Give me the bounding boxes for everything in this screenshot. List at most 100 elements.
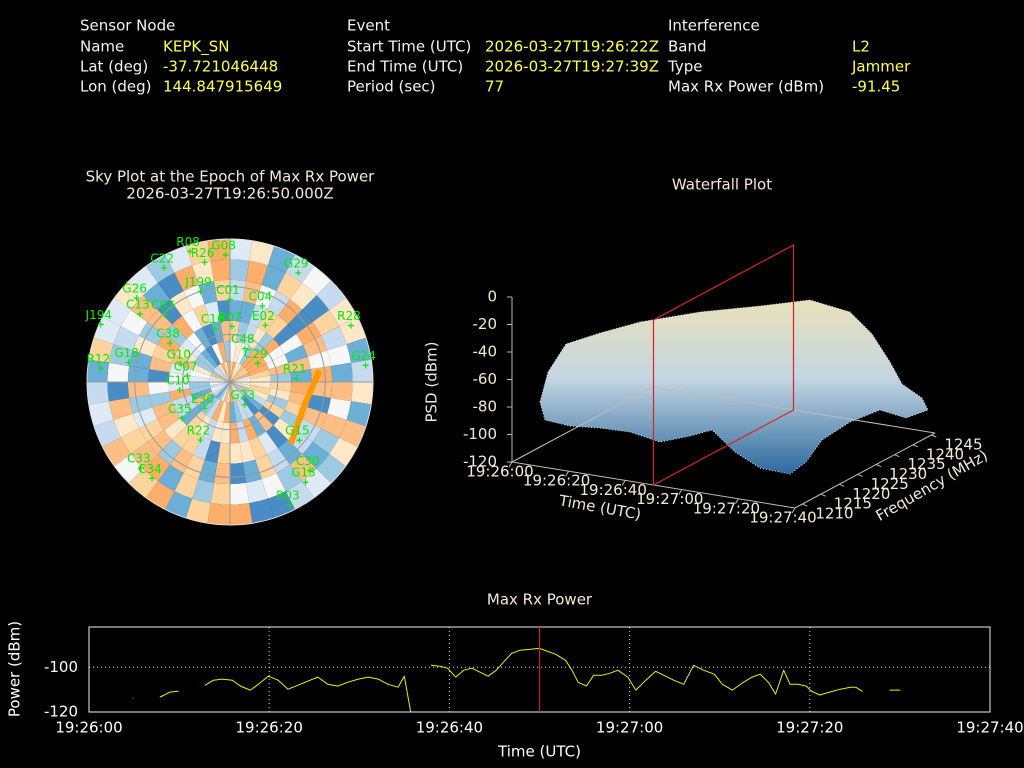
sky-cell — [273, 324, 297, 346]
satellite-label: C16 — [201, 312, 225, 326]
field-label: Name — [80, 38, 124, 56]
satellite-label: R07 — [218, 310, 242, 324]
sky-cell — [302, 295, 330, 322]
sky-cell — [230, 341, 237, 362]
sky-cell — [147, 430, 173, 455]
field-label: Band — [668, 38, 707, 56]
sky-cell — [114, 454, 144, 484]
sky-cell — [258, 406, 280, 426]
sky-cell — [185, 240, 211, 266]
sky-cell — [290, 382, 312, 395]
sky-cell — [346, 401, 372, 427]
sky-cell — [210, 259, 230, 282]
field-value: KEPK_SN — [163, 38, 229, 57]
sky-cell — [236, 420, 249, 443]
x-tick-label: 19:27:40 — [749, 509, 816, 527]
sky-cell — [214, 279, 230, 302]
sky-cell — [270, 382, 292, 392]
sky-cell — [296, 419, 321, 442]
sky-cell — [139, 322, 164, 345]
satellite-label: C07 — [174, 360, 198, 374]
sky-cell — [236, 321, 249, 344]
sky-cell — [217, 442, 230, 464]
sky-cell — [193, 391, 214, 406]
satellite-label: C22 — [150, 251, 174, 265]
y-tick-label: 1210 — [815, 505, 853, 523]
sky-cell — [351, 382, 373, 405]
sky-cell — [316, 454, 346, 484]
sky-cell — [152, 400, 176, 420]
satellite-marker — [293, 375, 300, 382]
sky-cell — [158, 272, 184, 300]
sky-cell — [276, 464, 302, 492]
sky-cell — [250, 375, 271, 382]
sky-cell — [268, 363, 291, 376]
sky-cell — [170, 448, 193, 473]
sky-cell — [148, 369, 170, 382]
sky-cell — [230, 300, 243, 322]
sky-cell — [302, 266, 332, 296]
sky-cell — [242, 459, 262, 483]
x-tick-label: 19:27:40 — [956, 719, 1023, 737]
sky-cell — [192, 436, 212, 460]
y-tick-label: 1240 — [926, 445, 964, 463]
satellite-marker — [254, 360, 261, 367]
sky-cell — [183, 454, 205, 480]
sky-cell — [191, 363, 212, 376]
field-label: Start Time (UTC) — [347, 38, 471, 56]
y-tick — [912, 444, 919, 448]
satellite-label: C13 — [126, 298, 150, 312]
sky-cell — [239, 440, 256, 463]
x-axis-label: Time (UTC) — [497, 743, 581, 761]
sky-cell — [139, 419, 164, 442]
satellite-label: R12 — [87, 352, 111, 366]
x-tick — [678, 489, 683, 495]
sky-cell — [87, 359, 109, 382]
chart-subtitle: 2026-03-27T19:26:50.000Z — [126, 185, 333, 203]
satellite-label: R08 — [176, 235, 200, 249]
sky-cell — [248, 436, 268, 460]
sky-cell — [230, 382, 245, 399]
sky-cell — [255, 454, 277, 480]
sky-cell — [107, 362, 130, 382]
sky-cell — [270, 372, 292, 382]
x-tick-label: 19:26:20 — [236, 719, 303, 737]
sky-cell — [316, 280, 346, 310]
sky-cell — [207, 503, 230, 525]
satellite-label: R03 — [276, 488, 300, 502]
sky-cell — [257, 431, 278, 455]
y-tick — [802, 503, 808, 507]
sky-cell — [193, 358, 214, 373]
field-value: 2026-03-27T19:27:39Z — [485, 58, 659, 76]
jammer-track — [288, 369, 322, 445]
sky-cell — [246, 391, 267, 406]
sky-cell — [198, 281, 218, 305]
sky-cell — [211, 420, 224, 443]
field-label: Max Rx Power (dBm) — [668, 78, 824, 96]
sky-cell — [290, 282, 317, 310]
field-value: Jammer — [851, 58, 911, 76]
sky-cell — [327, 398, 352, 420]
sky-cell — [230, 365, 245, 382]
sky-cell — [88, 337, 114, 363]
sky-cell — [230, 239, 253, 261]
sky-cell — [226, 382, 230, 403]
sky-cell — [149, 391, 172, 408]
sky-cell — [302, 468, 332, 498]
field-label: Lat (deg) — [80, 58, 148, 76]
satellite-label: G10 — [166, 348, 191, 362]
sky-cell — [248, 327, 266, 349]
sky-cell — [169, 388, 192, 401]
sky-cell — [218, 382, 230, 401]
sky-cell — [230, 361, 237, 382]
sky-cell — [180, 406, 202, 426]
sky-cell — [248, 388, 269, 401]
sky-cell — [180, 338, 202, 358]
satellite-marker — [222, 251, 229, 258]
satellite-marker — [201, 259, 208, 266]
satellite-marker — [97, 365, 104, 372]
sky-cell — [261, 473, 286, 499]
sky-cell — [266, 315, 288, 339]
sky-cell — [266, 394, 289, 410]
z-tick-label: -120 — [463, 453, 497, 471]
